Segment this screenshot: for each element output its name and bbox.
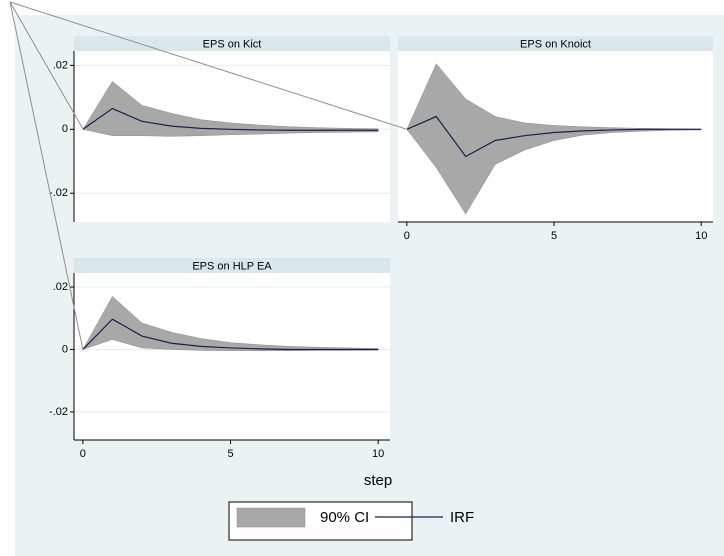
x-tick-label: 5	[227, 448, 233, 460]
connector-line	[9, 1, 84, 351]
panel-title: EPS on Kict	[203, 38, 262, 50]
legend-label: IRF	[450, 509, 474, 526]
legend-swatch	[236, 507, 306, 528]
connector-line	[9, 1, 407, 130]
x-tick-label: 5	[551, 230, 557, 242]
plot-area	[74, 51, 390, 222]
irf-line	[82, 107, 379, 131]
x-tick-label: 10	[372, 448, 384, 460]
x-axis-label: step	[364, 472, 392, 489]
panel-title: EPS on Knoict	[520, 38, 591, 50]
plot-area	[74, 273, 390, 440]
y-tick-label: -.02	[49, 187, 68, 199]
panel-title: EPS on HLP EA	[192, 260, 272, 272]
irf-line	[82, 318, 379, 351]
y-tick-label: 0	[62, 123, 68, 135]
x-tick-label: 10	[695, 230, 707, 242]
legend-label: 90% CI	[320, 509, 369, 526]
panel-header	[74, 258, 390, 273]
connector-line	[9, 1, 84, 130]
y-tick-label: .02	[53, 281, 68, 293]
x-tick-label: 0	[404, 230, 410, 242]
y-tick-label: .02	[53, 59, 68, 71]
panel-header	[398, 36, 713, 51]
x-tick-label: 0	[80, 448, 86, 460]
panel-header	[74, 36, 390, 51]
irf-line	[406, 115, 702, 158]
y-tick-label: 0	[62, 343, 68, 355]
y-tick-label: -.02	[49, 406, 68, 418]
